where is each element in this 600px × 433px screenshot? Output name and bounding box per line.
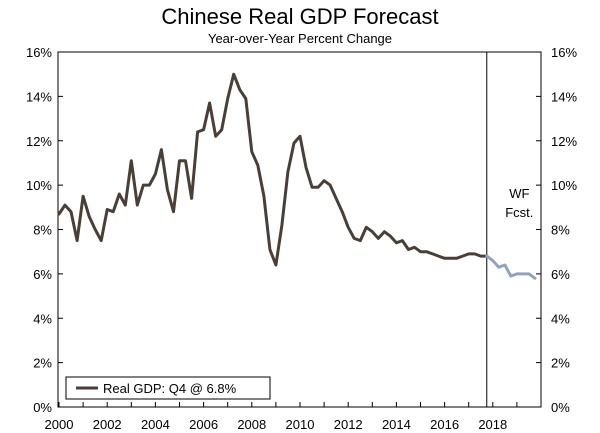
x-tick-label: 2018 xyxy=(478,417,507,432)
y-tick-label-left: 10% xyxy=(26,178,52,193)
x-tick-label: 2004 xyxy=(141,417,170,432)
y-tick-label-left: 12% xyxy=(26,134,52,149)
y-tick-label-left: 4% xyxy=(33,311,52,326)
legend-label-real-gdp: Real GDP: Q4 @ 6.8% xyxy=(103,381,237,396)
y-tick-label-right: 10% xyxy=(551,178,577,193)
y-tick-label-left: 16% xyxy=(26,45,52,60)
y-tick-label-left: 0% xyxy=(33,400,52,415)
x-tick-label: 2000 xyxy=(45,417,74,432)
chart-subtitle: Year-over-Year Percent Change xyxy=(207,31,393,46)
legend-box xyxy=(65,376,271,400)
plot-frame xyxy=(57,51,542,408)
x-tick-label: 2016 xyxy=(430,417,459,432)
series-line-real-gdp xyxy=(57,72,489,267)
y-tick-label-left: 14% xyxy=(26,89,52,104)
y-tick-label-right: 6% xyxy=(551,267,570,282)
y-tick-label-left: 6% xyxy=(33,267,52,282)
y-tick-label-right: 12% xyxy=(551,134,577,149)
x-tick-label: 2008 xyxy=(237,417,266,432)
x-tick-label: 2014 xyxy=(382,417,411,432)
y-tick-label-right: 8% xyxy=(551,223,570,238)
series-line-forecast xyxy=(485,254,537,280)
y-tick-label-right: 16% xyxy=(551,45,577,60)
y-tick-label-right: 14% xyxy=(551,89,577,104)
forecast-annotation-line2: Fcst. xyxy=(505,205,533,220)
y-tick-label-right: 2% xyxy=(551,356,570,371)
forecast-annotation-line1: WF xyxy=(509,186,529,201)
x-tick-label: 2006 xyxy=(189,417,218,432)
y-tick-label-left: 2% xyxy=(33,356,52,371)
x-tick-label: 2010 xyxy=(286,417,315,432)
y-tick-label-right: 0% xyxy=(551,400,570,415)
y-tick-label-left: 8% xyxy=(33,223,52,238)
x-tick-label: 2002 xyxy=(93,417,122,432)
x-tick-label: 2012 xyxy=(334,417,363,432)
chart-title: Chinese Real GDP Forecast xyxy=(161,4,439,29)
y-tick-label-right: 4% xyxy=(551,311,570,326)
